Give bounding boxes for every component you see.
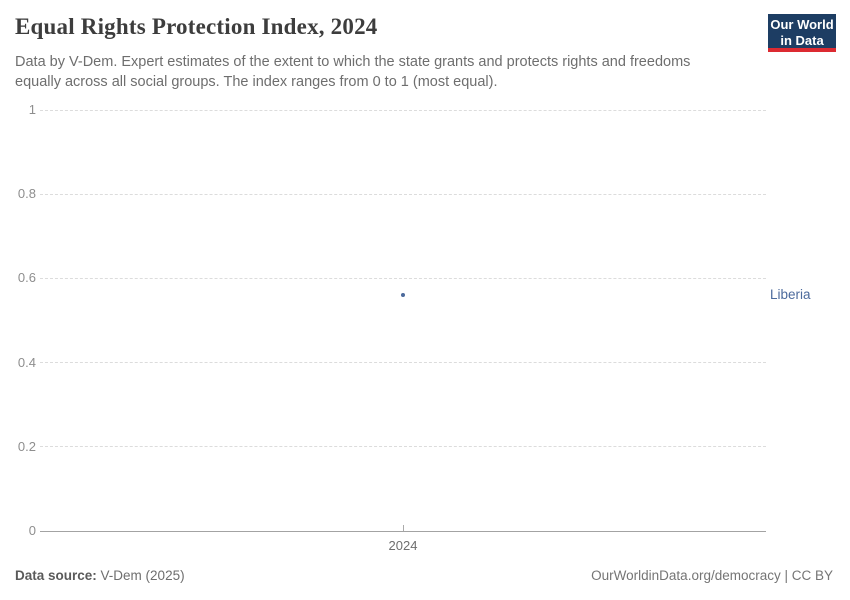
- data-source-value: V-Dem (2025): [100, 568, 185, 583]
- entity-label[interactable]: Liberia: [770, 287, 811, 303]
- y-tick-label: 0.2: [17, 438, 36, 454]
- y-tick-label: 0.6: [17, 270, 36, 286]
- x-axis-line: [40, 530, 766, 532]
- gridline: [40, 109, 766, 111]
- x-tick-label: 2024: [388, 538, 418, 553]
- owid-logo[interactable]: Our World in Data: [768, 14, 836, 52]
- credit-link[interactable]: OurWorldinData.org/democracy | CC BY: [591, 568, 833, 583]
- data-source-label: Data source:: [15, 568, 97, 583]
- gridline: [40, 193, 766, 195]
- y-tick-label: 1: [28, 102, 36, 117]
- owid-logo-line1: Our World: [770, 17, 834, 32]
- y-tick-label: 0.4: [17, 354, 36, 370]
- y-tick-label: 0.8: [17, 186, 36, 202]
- gridline: [40, 362, 766, 364]
- data-point[interactable]: [401, 293, 405, 298]
- chart-title: Equal Rights Protection Index, 2024: [15, 14, 378, 39]
- y-tick-label: 0: [28, 523, 36, 538]
- chart-subtitle: Data by V-Dem. Expert estimates of the e…: [15, 54, 691, 90]
- x-tick-mark: [403, 525, 404, 531]
- data-source: Data source: V-Dem (2025): [15, 568, 185, 583]
- gridline: [40, 277, 766, 279]
- owid-logo-line2: in Data: [780, 32, 824, 48]
- gridline: [40, 446, 766, 448]
